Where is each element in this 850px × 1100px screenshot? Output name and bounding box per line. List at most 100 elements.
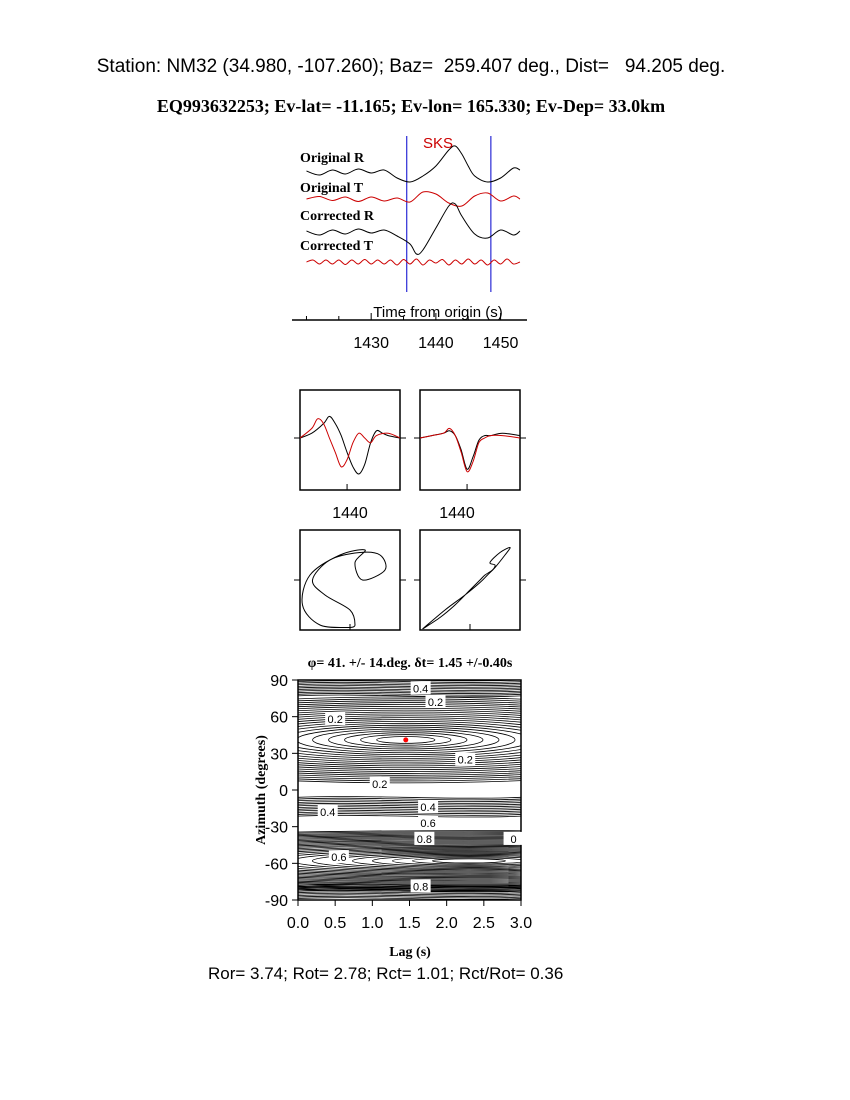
waveform-box-corrected-tick: 1440 <box>439 505 475 522</box>
energy-contour-panel: φ= 41. +/- 14.deg. δt= 1.45 +/-0.40s 0.0… <box>254 656 532 960</box>
contour-title: φ= 41. +/- 14.deg. δt= 1.45 +/-0.40s <box>308 656 513 671</box>
contour-label-bg <box>328 850 349 864</box>
contour-line <box>298 894 521 897</box>
contour-line <box>298 834 521 888</box>
contour-line <box>298 848 521 874</box>
contour-label-bg <box>503 831 524 845</box>
contour-line <box>298 713 521 767</box>
time-tick-label: 1450 <box>483 335 519 352</box>
waveform-1 <box>299 418 401 468</box>
azimuth-tick-label: 0 <box>279 783 288 800</box>
contour-label-bg <box>414 831 435 845</box>
trace-label-corrected-t: Corrected T <box>300 239 374 254</box>
contour-line <box>312 728 500 752</box>
waveform-box-original: 1440 <box>294 389 406 522</box>
contour-line <box>298 841 521 881</box>
contour-line <box>344 732 468 748</box>
contour-label: 0.4 <box>413 684 428 696</box>
contour-line <box>298 717 521 763</box>
contour-line <box>298 797 521 801</box>
particle-path <box>422 546 511 630</box>
azimuth-axis-label: Azimuth (degrees) <box>254 735 269 845</box>
contour-line <box>412 857 521 865</box>
contour-line <box>298 843 521 879</box>
lag-tick-label: 1.0 <box>361 915 383 932</box>
contour-line <box>298 726 516 754</box>
contour-line <box>298 842 521 880</box>
contour-line <box>298 802 521 806</box>
contour-line <box>298 702 521 778</box>
contour-line <box>376 736 436 744</box>
contour-line <box>298 885 521 889</box>
contour-line <box>298 705 521 774</box>
contour-line <box>298 840 521 882</box>
contour-label: 0.2 <box>372 779 387 791</box>
contour-label-bg <box>410 879 431 893</box>
contour-line <box>298 722 521 757</box>
azimuth-tick-label: -60 <box>265 856 288 873</box>
contour-label: 0 <box>511 834 517 846</box>
contour-line <box>298 846 521 876</box>
contour-line <box>372 855 521 867</box>
contour-line <box>298 698 521 782</box>
trace-1 <box>306 191 521 207</box>
contour-line <box>298 691 521 694</box>
ratio-summary: Ror= 3.74; Rot= 2.78; Rct= 1.01; Rct/Rot… <box>208 964 564 983</box>
contour-line <box>298 796 521 799</box>
contour-line <box>298 889 521 893</box>
contour-line <box>298 680 521 683</box>
time-tick-label: 1440 <box>418 335 454 352</box>
lag-tick-label: 2.0 <box>436 915 458 932</box>
contour-label: 0.4 <box>420 802 435 814</box>
lag-tick-label: 0.0 <box>287 915 309 932</box>
trace-3 <box>306 258 521 266</box>
contour-line <box>298 830 521 892</box>
azimuth-tick-label: -90 <box>265 893 288 910</box>
event-info-line: EQ993632253; Ev-lat= -11.165; Ev-lon= 16… <box>156 96 666 116</box>
contour-line <box>298 724 521 756</box>
contour-label-bg <box>325 712 346 726</box>
waveform-0 <box>299 415 401 475</box>
lag-tick-label: 2.5 <box>473 915 495 932</box>
waveform-box-original-tick: 1440 <box>332 505 368 522</box>
contour-label: 0.2 <box>458 754 473 766</box>
contour-line <box>298 683 521 687</box>
azimuth-tick-label: 60 <box>270 710 288 727</box>
contour-line <box>298 711 521 769</box>
contour-line <box>298 895 521 899</box>
contour-line <box>298 719 521 761</box>
contour-line <box>298 831 521 891</box>
trace-0 <box>306 145 521 183</box>
contour-line <box>328 730 484 750</box>
contour-label-bg <box>455 752 476 766</box>
contour-line <box>298 887 521 890</box>
contour-label-bg <box>418 816 439 829</box>
lag-tick-label: 1.5 <box>398 915 420 932</box>
trace-label-corrected-r: Corrected R <box>300 209 375 224</box>
contour-line <box>298 844 521 877</box>
station-info-line: Station: NM32 (34.980, -107.260); Baz= 2… <box>96 56 726 77</box>
contour-line <box>298 696 521 784</box>
contour-label-bg <box>410 681 431 695</box>
contour-line <box>298 884 521 887</box>
contour-line <box>298 707 521 772</box>
trace-label-original-r: Original R <box>300 151 365 166</box>
best-fit-marker <box>403 737 409 743</box>
waveform-box-corrected: 1440 <box>414 389 526 522</box>
phase-label: SKS <box>423 135 453 152</box>
contour-line <box>298 799 521 803</box>
time-tick-label: 1430 <box>353 335 389 352</box>
trace-2 <box>306 202 521 255</box>
contour-line <box>298 888 521 891</box>
trace-label-original-t: Original T <box>300 181 364 196</box>
contour-line <box>298 839 521 883</box>
contour-line <box>298 694 521 698</box>
waveform-0 <box>419 430 521 470</box>
contour-line <box>298 688 521 691</box>
contour-line <box>298 681 521 685</box>
contour-line <box>298 897 521 900</box>
contour-line <box>298 689 521 693</box>
contour-line <box>298 704 521 776</box>
lag-tick-label: 0.5 <box>324 915 346 932</box>
